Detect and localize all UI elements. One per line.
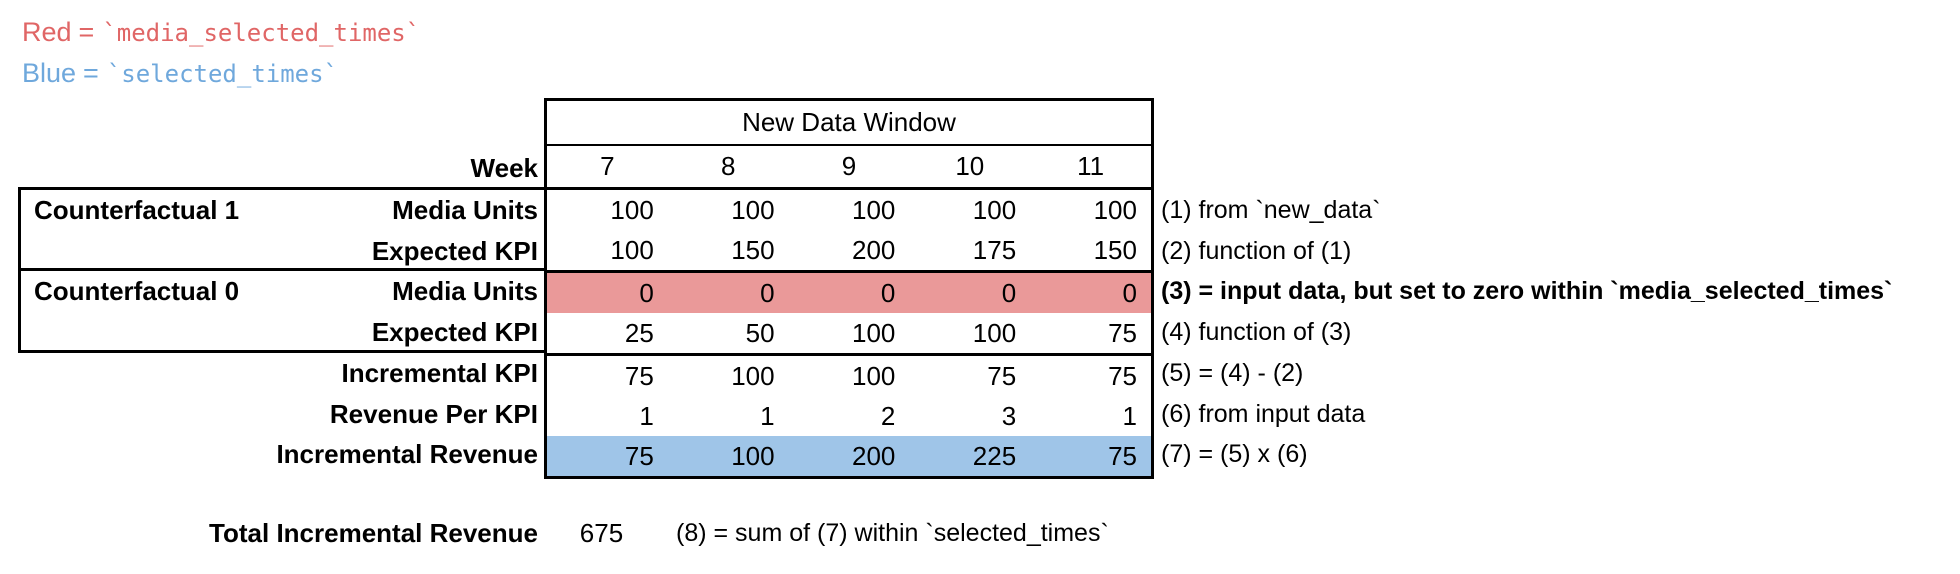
- row-label-media-units-cf0: Media Units: [392, 276, 538, 306]
- table-row-expected-kpi-cf0: 25 50 100 100 75: [547, 313, 1151, 356]
- annotation-1: (1) from `new_data`: [1161, 196, 1381, 224]
- data-window-table: New Data Window 7 8 9 10 11 100 100 100 …: [544, 98, 1154, 479]
- table-cell: 100: [731, 440, 775, 471]
- annotation-3: (3) = input data, but set to zero within…: [1161, 277, 1893, 305]
- table-cell: 25: [624, 317, 654, 348]
- legend-blue-label: Blue: [22, 58, 77, 88]
- counterfactual-0-group-box: [18, 268, 547, 353]
- table-row-media-units-cf1: 100 100 100 100 100: [547, 190, 1151, 230]
- counterfactual-0-label: Counterfactual 0: [34, 276, 240, 306]
- legend-blue-line: Blue = `selected_times`: [22, 55, 338, 92]
- table-cell: 75: [624, 360, 654, 391]
- table-cell: 0: [639, 277, 654, 308]
- table-cell: 75: [1108, 360, 1137, 391]
- legend-red-code: `media_selected_times`: [102, 19, 421, 47]
- table-header-title: New Data Window: [742, 107, 956, 137]
- table-cell: 100: [972, 194, 1017, 225]
- total-incremental-revenue-value: 675: [579, 518, 624, 548]
- week-number: 8: [720, 151, 736, 181]
- table-cell: 0: [880, 277, 896, 308]
- week-number: 9: [841, 151, 857, 181]
- table-cell: 0: [1001, 277, 1017, 308]
- legend-red-equals: =: [78, 17, 95, 47]
- legend-red-line: Red = `media_selected_times`: [22, 14, 420, 51]
- table-cell: 75: [1108, 440, 1137, 471]
- annotation-5: (5) = (4) - (2): [1161, 359, 1304, 387]
- table-row-incremental-kpi: 75 100 100 75 75: [547, 356, 1151, 396]
- table-row-media-units-cf0-highlighted: 0 0 0 0 0: [547, 273, 1151, 313]
- annotation-8: (8) = sum of (7) within `selected_times`: [676, 519, 1109, 547]
- table-cell: 100: [610, 194, 654, 225]
- annotation-2: (2) function of (1): [1161, 237, 1352, 265]
- row-label-expected-kpi-cf0: Expected KPI: [371, 317, 538, 347]
- table-cell: 100: [731, 194, 775, 225]
- week-row-label: Week: [470, 153, 538, 183]
- table-cell: 175: [972, 234, 1017, 265]
- week-number: 7: [600, 151, 615, 181]
- week-number-row: 7 8 9 10 11: [547, 146, 1151, 190]
- table-cell: 50: [745, 317, 775, 348]
- annotation-7: (7) = (5) x (6): [1161, 440, 1308, 468]
- table-cell: 100: [731, 360, 775, 391]
- table-cell: 150: [731, 234, 775, 265]
- legend-blue-code: `selected_times`: [106, 60, 339, 88]
- table-cell: 100: [1093, 194, 1137, 225]
- table-cell: 100: [852, 317, 896, 348]
- table-row-expected-kpi-cf1: 100 150 200 175 150: [547, 230, 1151, 273]
- table-cell: 3: [1001, 400, 1017, 431]
- table-cell: 1: [1122, 400, 1137, 431]
- table-row-revenue-per-kpi: 1 1 2 3 1: [547, 396, 1151, 436]
- table-cell: 1: [639, 400, 654, 431]
- table-cell: 200: [852, 234, 896, 265]
- legend-blue-equals: =: [83, 58, 99, 88]
- row-label-incremental-revenue: Incremental Revenue: [276, 439, 538, 469]
- table-cell: 200: [852, 440, 896, 471]
- table-cell: 75: [624, 440, 654, 471]
- table-cell: 225: [972, 440, 1017, 471]
- table-cell: 100: [610, 234, 654, 265]
- table-cell: 150: [1093, 234, 1137, 265]
- table-cell: 100: [972, 317, 1017, 348]
- annotation-6: (6) from input data: [1161, 400, 1366, 428]
- table-cell: 100: [852, 194, 896, 225]
- annotation-4: (4) function of (3): [1161, 318, 1352, 346]
- row-label-expected-kpi-cf1: Expected KPI: [371, 236, 538, 266]
- total-incremental-revenue-label: Total Incremental Revenue: [209, 518, 538, 548]
- row-label-revenue-per-kpi: Revenue Per KPI: [329, 399, 538, 429]
- table-cell: 2: [880, 400, 896, 431]
- table-cell: 0: [1122, 277, 1137, 308]
- table-cell: 1: [760, 400, 775, 431]
- row-label-incremental-kpi: Incremental KPI: [341, 358, 538, 388]
- table-cell: 75: [987, 360, 1017, 391]
- week-number: 11: [1077, 151, 1105, 181]
- table-cell: 0: [760, 277, 775, 308]
- table-header-row: New Data Window: [547, 101, 1151, 146]
- week-number: 10: [955, 151, 985, 181]
- table-row-incremental-revenue-highlighted: 75 100 200 225 75: [547, 436, 1151, 476]
- counterfactual-1-label: Counterfactual 1: [34, 195, 240, 225]
- legend-red-label: Red: [22, 17, 72, 47]
- table-cell: 100: [852, 360, 896, 391]
- table-cell: 75: [1108, 317, 1137, 348]
- row-label-media-units-cf1: Media Units: [392, 195, 538, 225]
